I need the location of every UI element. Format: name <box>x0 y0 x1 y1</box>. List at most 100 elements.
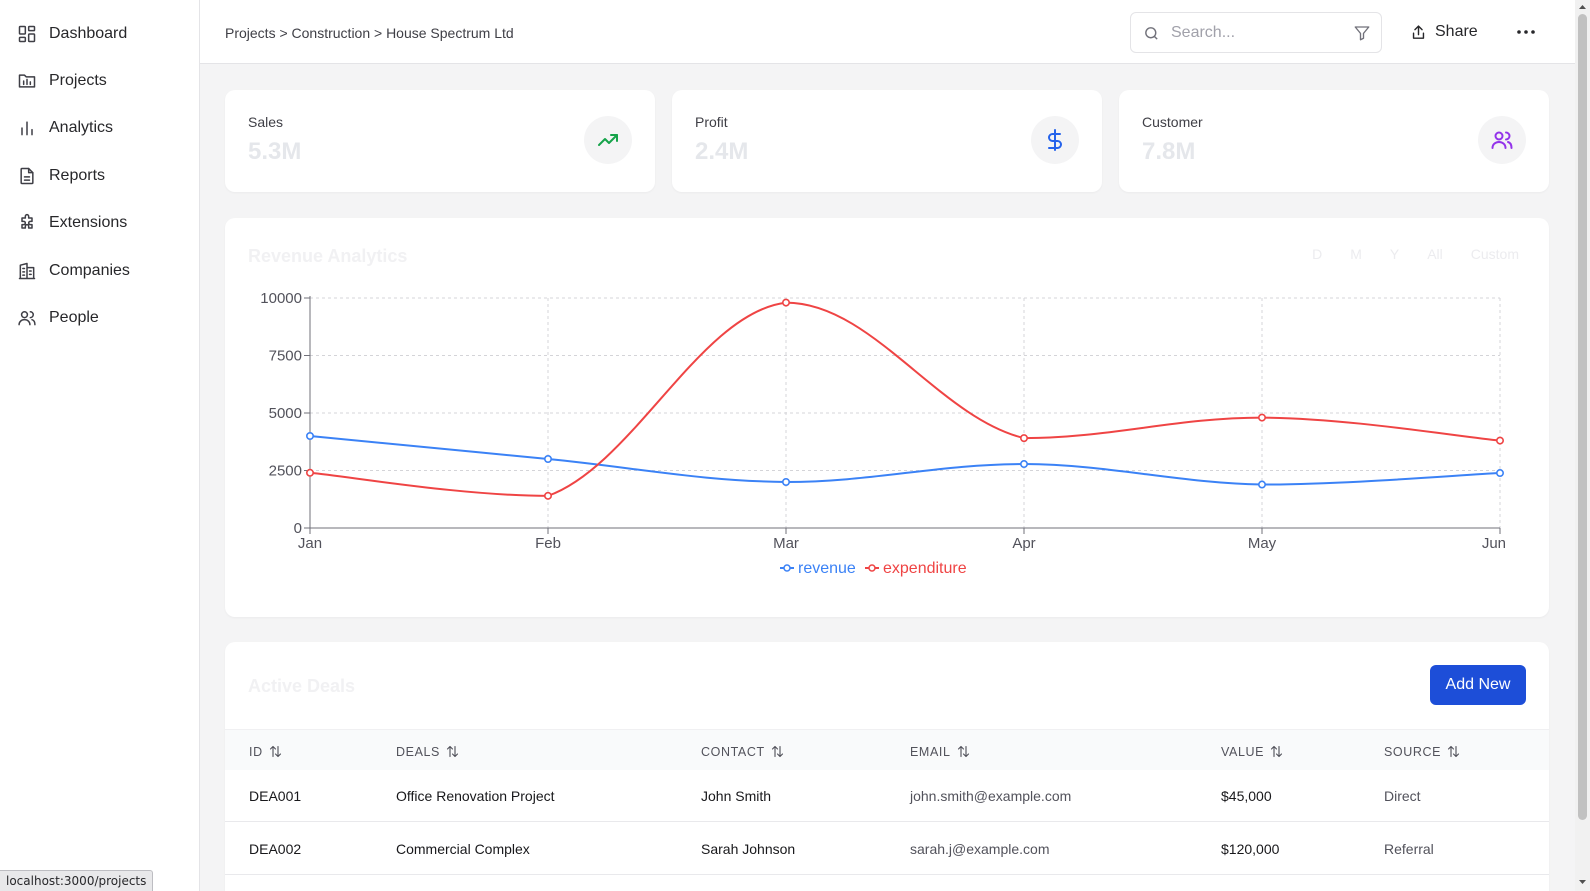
revenue-line-chart: 0 2500 5000 7500 10000 Jan Feb Mar Apr May Jun reve… <box>260 290 1506 577</box>
stat-card-customer: Customer 7.8M <box>1119 90 1549 192</box>
status-bar-url: localhost:3000/projects <box>0 870 154 891</box>
data-point-expenditure <box>1019 434 1028 443</box>
y-tick-label: 5000 <box>269 405 302 422</box>
y-tick-label: 2500 <box>269 463 302 480</box>
breadcrumb: Projects > Construction > House Spectrum… <box>225 25 514 41</box>
data-point-revenue <box>1258 480 1267 489</box>
y-tick-label: 0 <box>294 520 302 537</box>
extensions-icon <box>21 214 33 229</box>
page-scrollbar[interactable] <box>1575 0 1590 891</box>
sidebar-item-label: Analytics <box>49 119 114 137</box>
legend-label-expenditure: expenditure <box>883 560 967 577</box>
column-header-id[interactable]: ID <box>249 744 283 759</box>
cell-value: $120,000 <box>1221 841 1280 857</box>
data-point-expenditure <box>1258 413 1267 422</box>
data-point-expenditure <box>781 298 790 307</box>
sidebar-item-label: Extensions <box>49 214 128 232</box>
cell-source: Direct <box>1384 788 1421 804</box>
cell-contact: John Smith <box>701 788 772 804</box>
reports-icon <box>20 167 34 185</box>
cell-deal: Office Renovation Project <box>396 788 555 804</box>
share-button[interactable]: Share <box>1410 20 1478 44</box>
sort-icon <box>1271 745 1283 758</box>
revenue-title: Revenue Analytics <box>248 246 408 266</box>
cell-deal: Commercial Complex <box>396 841 530 857</box>
cell-value: $45,000 <box>1221 788 1272 804</box>
sort-icon <box>771 745 783 758</box>
sidebar: Dashboard Projects Analytics Reports Ext… <box>0 0 200 891</box>
x-tick-label: Jan <box>298 535 322 552</box>
data-point-expenditure <box>306 468 315 477</box>
x-tick-label: Jun <box>1482 535 1506 552</box>
range-tab-d[interactable]: D <box>1312 246 1323 262</box>
dollar-icon <box>1048 129 1062 151</box>
sidebar-item-dashboard[interactable]: Dashboard <box>0 10 199 57</box>
search-box <box>1130 12 1382 53</box>
scroll-thumb[interactable] <box>1578 14 1587 820</box>
range-tab-all[interactable]: All <box>1427 246 1443 262</box>
stat-icon-wrap <box>1478 116 1526 164</box>
search-input[interactable] <box>1171 21 1341 45</box>
table-row[interactable]: DEA002 Commercial Complex Sarah Johnson … <box>225 823 1549 875</box>
stat-value: 5.3M <box>248 138 302 165</box>
scroll-down-arrow-icon[interactable] <box>1578 878 1587 886</box>
column-header-source[interactable]: SOURCE <box>1384 744 1461 759</box>
cell-email: john.smith@example.com <box>910 788 1072 804</box>
deals-title: Active Deals <box>248 676 356 696</box>
users-icon <box>1491 131 1513 149</box>
sidebar-item-analytics[interactable]: Analytics <box>0 105 199 152</box>
stat-value: 7.8M <box>1142 138 1196 165</box>
sidebar-item-label: Dashboard <box>49 24 128 42</box>
trending-up-icon <box>598 134 618 146</box>
sidebar-item-reports[interactable]: Reports <box>0 152 199 199</box>
stat-value: 2.4M <box>695 138 749 165</box>
column-header-value[interactable]: VALUE <box>1221 744 1284 759</box>
column-label: DEALS <box>396 744 440 759</box>
cell-contact: Sarah Johnson <box>701 841 796 857</box>
sidebar-item-label: Companies <box>49 261 130 279</box>
x-tick-label: Apr <box>1012 535 1035 552</box>
range-tab-m[interactable]: M <box>1350 246 1362 262</box>
series-line-revenue <box>309 435 1501 486</box>
legend-label-revenue: revenue <box>798 560 856 577</box>
stat-card-sales: Sales 5.3M <box>225 90 655 192</box>
search-icon <box>1145 27 1158 40</box>
sidebar-item-people[interactable]: People <box>0 294 199 341</box>
column-label: CONTACT <box>701 744 765 759</box>
more-options-icon[interactable] <box>1515 22 1537 42</box>
range-tabs: D M Y All Custom <box>1284 246 1519 262</box>
active-deals-card: Active Deals Add New ID DEALS CONTACT EM… <box>225 642 1549 891</box>
sidebar-item-companies[interactable]: Companies <box>0 247 199 294</box>
sidebar-item-label: Reports <box>49 166 106 184</box>
range-tab-y[interactable]: Y <box>1389 246 1400 262</box>
column-header-email[interactable]: EMAIL <box>910 744 971 759</box>
cell-id: DEA002 <box>249 841 302 857</box>
y-tick-label: 10000 <box>260 290 302 307</box>
sidebar-item-projects[interactable]: Projects <box>0 57 199 104</box>
scroll-up-arrow-icon[interactable] <box>1578 3 1587 11</box>
stat-card-profit: Profit 2.4M <box>672 90 1102 192</box>
data-point-revenue <box>1496 469 1505 478</box>
column-header-contact[interactable]: CONTACT <box>701 744 785 759</box>
sort-icon <box>1448 745 1460 758</box>
data-point-revenue <box>306 432 315 441</box>
analytics-icon <box>21 121 33 136</box>
sidebar-item-extensions[interactable]: Extensions <box>0 200 199 247</box>
range-tab-custom[interactable]: Custom <box>1470 246 1519 262</box>
people-icon <box>18 311 36 326</box>
table-row[interactable]: DEA001 Office Renovation Project John Sm… <box>225 770 1549 822</box>
column-label: ID <box>249 744 263 759</box>
top-bar: Projects > Construction > House Spectrum… <box>200 0 1575 64</box>
share-icon <box>1412 24 1425 39</box>
data-point-revenue <box>1019 460 1028 469</box>
table-header: ID DEALS CONTACT EMAIL VALUE SOURCE <box>225 729 1549 770</box>
stat-label: Profit <box>695 114 728 130</box>
add-new-button[interactable]: Add New <box>1430 665 1526 705</box>
data-point-expenditure <box>1496 436 1505 445</box>
filter-icon[interactable] <box>1353 24 1371 42</box>
cell-email: sarah.j@example.com <box>910 841 1050 857</box>
stat-label: Customer <box>1142 114 1203 130</box>
sort-icon <box>269 745 281 758</box>
column-header-deals[interactable]: DEALS <box>396 744 460 759</box>
x-tick-label: Mar <box>773 535 799 552</box>
